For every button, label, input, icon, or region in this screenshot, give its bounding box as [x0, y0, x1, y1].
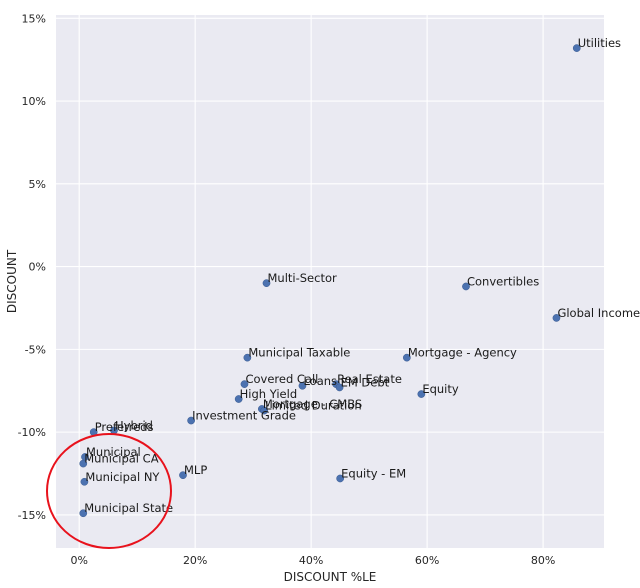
data-point	[179, 471, 187, 480]
data-point	[80, 477, 89, 486]
point-labels: Utilities Multi-Sector Convertibles Global …	[84, 36, 640, 515]
data-point	[243, 353, 252, 362]
data-point	[187, 416, 195, 425]
data-point	[260, 406, 269, 415]
point-label: Covered Call	[245, 372, 318, 386]
data-point	[552, 314, 561, 322]
point-label: Municipal CA	[84, 452, 158, 466]
point-label: Equity	[422, 382, 459, 396]
grid-lines	[56, 15, 604, 548]
y-tick-label: 5%	[29, 178, 46, 191]
y-axis-label: DISCOUNT	[5, 249, 19, 313]
plot-area	[56, 15, 604, 548]
x-tick-label: 60%	[415, 554, 439, 567]
y-tick-label: 0%	[29, 261, 46, 274]
x-tick-label: 40%	[299, 554, 323, 567]
data-point	[240, 380, 249, 388]
point-label: Municipal NY	[85, 470, 160, 484]
data-point	[234, 395, 243, 403]
data-point	[402, 353, 411, 362]
point-label: Preferreds	[95, 420, 154, 434]
data-point	[298, 381, 307, 390]
highlight-ellipse	[46, 433, 172, 549]
point-label: Investment Grade	[192, 409, 296, 423]
data-point	[335, 383, 344, 392]
point-label: High Yield	[240, 387, 297, 401]
data-point	[336, 474, 344, 483]
y-tick-label: 10%	[22, 95, 46, 108]
y-axis-ticks: -15% -10% -5% 0% 5% 10% 15%	[18, 12, 46, 522]
x-tick-label: 80%	[531, 554, 555, 567]
point-label: Utilities	[578, 36, 621, 50]
x-tick-label: 20%	[183, 554, 207, 567]
point-label: Limited Duration	[265, 399, 362, 413]
point-label: EM Debt	[341, 375, 390, 389]
y-tick-label: 15%	[22, 12, 46, 25]
point-label: Hybrid	[115, 418, 153, 432]
data-point	[417, 390, 426, 398]
point-label: Municipal Taxable	[248, 346, 350, 360]
y-tick-label: -10%	[18, 426, 46, 439]
x-tick-label: 0%	[70, 554, 87, 567]
data-point	[79, 509, 88, 518]
data-point	[262, 279, 271, 288]
point-label: Multi-Sector	[268, 271, 338, 285]
x-axis-label: DISCOUNT %LE	[284, 570, 377, 584]
point-label: Real Estate	[337, 372, 402, 386]
point-label: Municipal State	[84, 501, 173, 515]
point-label: Global Income	[557, 306, 640, 320]
point-label: Loans	[303, 374, 337, 388]
point-label: Convertibles	[467, 274, 539, 288]
point-label: Mortgage - CMBS	[263, 397, 362, 411]
point-label: Equity - EM	[341, 466, 406, 480]
data-points	[79, 44, 581, 518]
data-point	[462, 282, 470, 291]
data-point	[79, 459, 88, 468]
point-label: Municipal	[86, 445, 141, 459]
point-label: Mortgage - Agency	[408, 346, 517, 360]
data-point	[572, 44, 581, 52]
y-tick-label: -15%	[18, 509, 46, 522]
x-axis-ticks: 0% 20% 40% 60% 80%	[70, 554, 555, 567]
point-label: MLP	[184, 463, 207, 477]
y-tick-label: -5%	[25, 343, 46, 356]
